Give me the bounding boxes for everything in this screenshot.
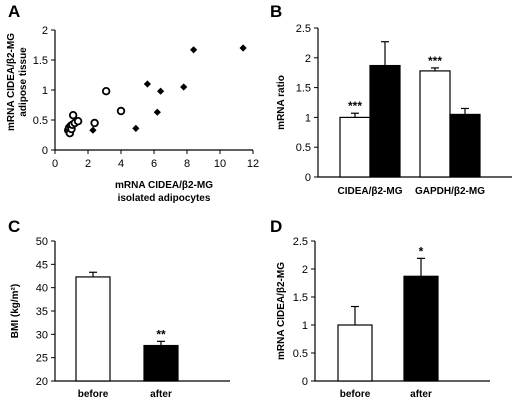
panel-d-bar bbox=[403, 275, 439, 382]
panel-b-y-axis-label: mRNA ratio bbox=[276, 75, 287, 130]
panel-a-point-open bbox=[90, 118, 99, 128]
panel-b-bar bbox=[369, 64, 401, 178]
panel-a-point-filled bbox=[143, 80, 151, 88]
panel-c-y-tick-label: 40 bbox=[36, 283, 48, 295]
panel-a-y-axis-label: mRNA CIDEA/β2-MG bbox=[6, 33, 17, 131]
panel-a-y-tick-label: 1 bbox=[42, 85, 48, 97]
panel-b-significance: *** bbox=[428, 54, 442, 68]
panel-a-point-filled bbox=[180, 83, 188, 91]
panel-a-point-filled bbox=[190, 46, 198, 54]
panel-b-category-label: CIDEA/β2-MG bbox=[338, 186, 403, 197]
panel-a-y-tick-label: 1.5 bbox=[33, 55, 48, 67]
panel-a-x-tick-label: 6 bbox=[151, 158, 157, 170]
panel-a-point-filled bbox=[132, 124, 140, 132]
panel-a-point-open bbox=[73, 116, 83, 126]
panel-c-y-tick-label: 35 bbox=[36, 306, 48, 318]
panel-a-x-tick-label: 12 bbox=[247, 158, 259, 170]
panel-a-x-tick-label: 0 bbox=[52, 158, 58, 170]
panel-a-x-axis-label: isolated adipocytes bbox=[118, 193, 211, 204]
panel-d-y-tick-label: 2 bbox=[302, 264, 308, 276]
panel-c-significance: ** bbox=[156, 327, 166, 341]
panel-b-significance: *** bbox=[348, 99, 362, 113]
panel-a-scatter: 0 0.5 1 1.5 2 0 2 4 6 8 10 12 mRNA CIDEA/β2-MG isolat… bbox=[6, 25, 259, 204]
panel-b-bar bbox=[339, 116, 371, 178]
panel-d-y-tick-label: 1.5 bbox=[293, 292, 308, 304]
panel-letter-c: C bbox=[8, 217, 20, 236]
panel-b-y-tick-label: 1.5 bbox=[296, 83, 311, 95]
panel-b-category-label: GAPDH/β2-MG bbox=[415, 186, 485, 197]
panel-d-y-tick-label: 0 bbox=[302, 376, 308, 388]
panel-d-category-label: after bbox=[410, 389, 432, 400]
panel-a-point-filled bbox=[157, 87, 165, 95]
panel-c-category-label: after bbox=[150, 389, 172, 400]
panel-c-y-tick-label: 45 bbox=[36, 259, 48, 271]
panel-a-y-tick-label: 0 bbox=[42, 145, 48, 157]
panel-a-axes bbox=[54, 30, 253, 151]
panel-c-category-label: before bbox=[78, 389, 109, 400]
panel-a-point-open bbox=[68, 110, 78, 120]
panel-b-bar bbox=[419, 70, 451, 178]
panel-letter-b: B bbox=[270, 2, 282, 21]
panel-letter-a: A bbox=[8, 2, 20, 21]
panel-d-category-label: before bbox=[340, 389, 371, 400]
panel-c-y-tick-label: 50 bbox=[36, 236, 48, 248]
panel-a-x-tick-label: 2 bbox=[85, 158, 91, 170]
panel-d-y-tick-label: 2.5 bbox=[293, 236, 308, 248]
panel-a-point-filled bbox=[89, 126, 97, 134]
panel-b-bar bbox=[449, 113, 481, 178]
panel-c-y-tick-label: 25 bbox=[36, 353, 48, 365]
panel-letter-d: D bbox=[270, 217, 282, 236]
panel-c-y-tick-label: 30 bbox=[36, 329, 48, 341]
panel-b-y-tick-label: 2.5 bbox=[296, 23, 311, 35]
panel-a-x-axis-label: mRNA CIDEA/β2-MG bbox=[115, 180, 213, 191]
panel-c-bar-chart: 20 25 30 35 40 45 50 BMI (kg/m²) before ** after bbox=[10, 236, 230, 400]
panel-b-y-tick-label: 1 bbox=[305, 112, 311, 124]
panel-a-y-tick-label: 2 bbox=[42, 25, 48, 37]
panel-a-point-open bbox=[101, 86, 111, 96]
panel-c-bar bbox=[75, 276, 111, 382]
panel-b-bar-chart: 0 0.5 1 1.5 2 2.5 mRNA ratio *** CIDEA/β2-MG *** G… bbox=[276, 23, 512, 197]
panel-a-x-tick-label: 8 bbox=[184, 158, 190, 170]
panel-a-point-filled bbox=[153, 108, 161, 116]
panel-c-bar bbox=[143, 344, 179, 382]
panel-a-y-tick-label: 0.5 bbox=[33, 115, 48, 127]
panel-b-y-tick-label: 0 bbox=[305, 172, 311, 184]
panel-a-x-tick-label: 4 bbox=[118, 158, 124, 170]
panel-d-bar-chart: 0 0.5 1 1.5 2 2.5 mRNA CIDEA/β2-MG before * after bbox=[276, 236, 490, 400]
panel-d-significance: * bbox=[419, 244, 424, 258]
panel-c-y-axis-label: BMI (kg/m²) bbox=[10, 284, 21, 338]
panel-a-point-open bbox=[116, 106, 126, 116]
panel-a-point-filled bbox=[239, 44, 247, 52]
panel-a-y-axis-label: adipose tissue bbox=[18, 47, 29, 117]
panel-d-y-axis-label: mRNA CIDEA/β2-MG bbox=[276, 262, 287, 360]
panel-d-y-tick-label: 0.5 bbox=[293, 348, 308, 360]
panel-b-y-tick-label: 0.5 bbox=[296, 142, 311, 154]
panel-a-x-tick-label: 10 bbox=[214, 158, 226, 170]
panel-d-bar bbox=[337, 324, 373, 382]
panel-b-y-tick-label: 2 bbox=[305, 53, 311, 65]
panel-c-y-tick-label: 20 bbox=[36, 376, 48, 388]
panel-d-y-tick-label: 1 bbox=[302, 320, 308, 332]
